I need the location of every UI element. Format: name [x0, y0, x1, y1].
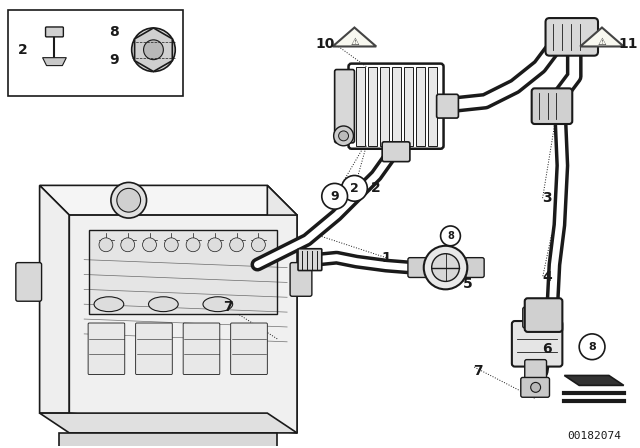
Polygon shape: [40, 185, 69, 413]
FancyBboxPatch shape: [88, 323, 125, 375]
Circle shape: [531, 383, 541, 392]
FancyBboxPatch shape: [523, 307, 552, 328]
Circle shape: [230, 238, 244, 252]
Circle shape: [143, 40, 163, 60]
Bar: [380, 67, 389, 146]
FancyBboxPatch shape: [512, 321, 563, 366]
Text: 1: 1: [381, 251, 391, 265]
Text: 2: 2: [18, 43, 28, 57]
Circle shape: [252, 238, 266, 252]
Circle shape: [339, 131, 349, 141]
FancyBboxPatch shape: [335, 69, 355, 143]
Ellipse shape: [203, 297, 233, 312]
Text: 7: 7: [473, 363, 483, 378]
Text: 9: 9: [109, 53, 118, 67]
Polygon shape: [333, 27, 376, 47]
Polygon shape: [268, 185, 297, 433]
Bar: [356, 67, 365, 146]
FancyBboxPatch shape: [545, 18, 598, 56]
Circle shape: [164, 238, 178, 252]
FancyBboxPatch shape: [408, 258, 427, 277]
FancyBboxPatch shape: [532, 88, 572, 124]
Polygon shape: [580, 27, 624, 47]
Circle shape: [342, 176, 367, 201]
Polygon shape: [89, 230, 277, 314]
FancyBboxPatch shape: [183, 323, 220, 375]
Bar: [428, 67, 436, 146]
FancyBboxPatch shape: [136, 323, 172, 375]
Text: 7: 7: [223, 300, 232, 314]
Text: 9: 9: [330, 190, 339, 203]
Circle shape: [132, 28, 175, 72]
Polygon shape: [43, 58, 67, 65]
Polygon shape: [564, 375, 624, 385]
Text: 10: 10: [316, 37, 335, 51]
FancyBboxPatch shape: [230, 323, 268, 375]
Text: 6: 6: [543, 342, 552, 356]
Text: ⚠: ⚠: [598, 37, 606, 47]
Text: 11: 11: [619, 37, 638, 51]
Circle shape: [111, 182, 147, 218]
FancyBboxPatch shape: [436, 94, 458, 118]
Bar: [8, 10, 183, 96]
Text: 4: 4: [543, 271, 552, 284]
Circle shape: [121, 238, 134, 252]
Circle shape: [99, 238, 113, 252]
Ellipse shape: [94, 297, 124, 312]
Bar: [404, 67, 413, 146]
Text: 3: 3: [543, 191, 552, 205]
Text: 8: 8: [109, 25, 118, 39]
Text: ⚠: ⚠: [350, 37, 359, 47]
Polygon shape: [40, 185, 297, 215]
FancyBboxPatch shape: [525, 360, 547, 383]
Circle shape: [117, 188, 141, 212]
Text: 2: 2: [350, 182, 359, 195]
FancyBboxPatch shape: [45, 27, 63, 37]
Circle shape: [440, 226, 460, 246]
Circle shape: [208, 238, 222, 252]
Bar: [416, 67, 425, 146]
Polygon shape: [69, 215, 297, 433]
Circle shape: [322, 183, 348, 209]
FancyBboxPatch shape: [298, 249, 322, 271]
FancyBboxPatch shape: [465, 258, 484, 277]
FancyBboxPatch shape: [16, 263, 42, 301]
Text: 8: 8: [447, 231, 454, 241]
Circle shape: [186, 238, 200, 252]
Bar: [392, 67, 401, 146]
Polygon shape: [60, 433, 277, 448]
Bar: [368, 67, 377, 146]
Ellipse shape: [148, 297, 178, 312]
FancyBboxPatch shape: [382, 142, 410, 162]
Text: 2: 2: [371, 181, 381, 195]
Text: 5: 5: [463, 277, 473, 291]
Polygon shape: [134, 28, 172, 72]
Circle shape: [579, 334, 605, 360]
Circle shape: [333, 126, 353, 146]
Polygon shape: [40, 413, 297, 433]
Text: 00182074: 00182074: [567, 431, 621, 441]
Text: 8: 8: [588, 342, 596, 352]
FancyBboxPatch shape: [290, 263, 312, 296]
Circle shape: [424, 246, 467, 289]
Circle shape: [143, 238, 156, 252]
FancyBboxPatch shape: [525, 298, 563, 332]
Circle shape: [431, 254, 460, 281]
FancyBboxPatch shape: [521, 378, 550, 397]
